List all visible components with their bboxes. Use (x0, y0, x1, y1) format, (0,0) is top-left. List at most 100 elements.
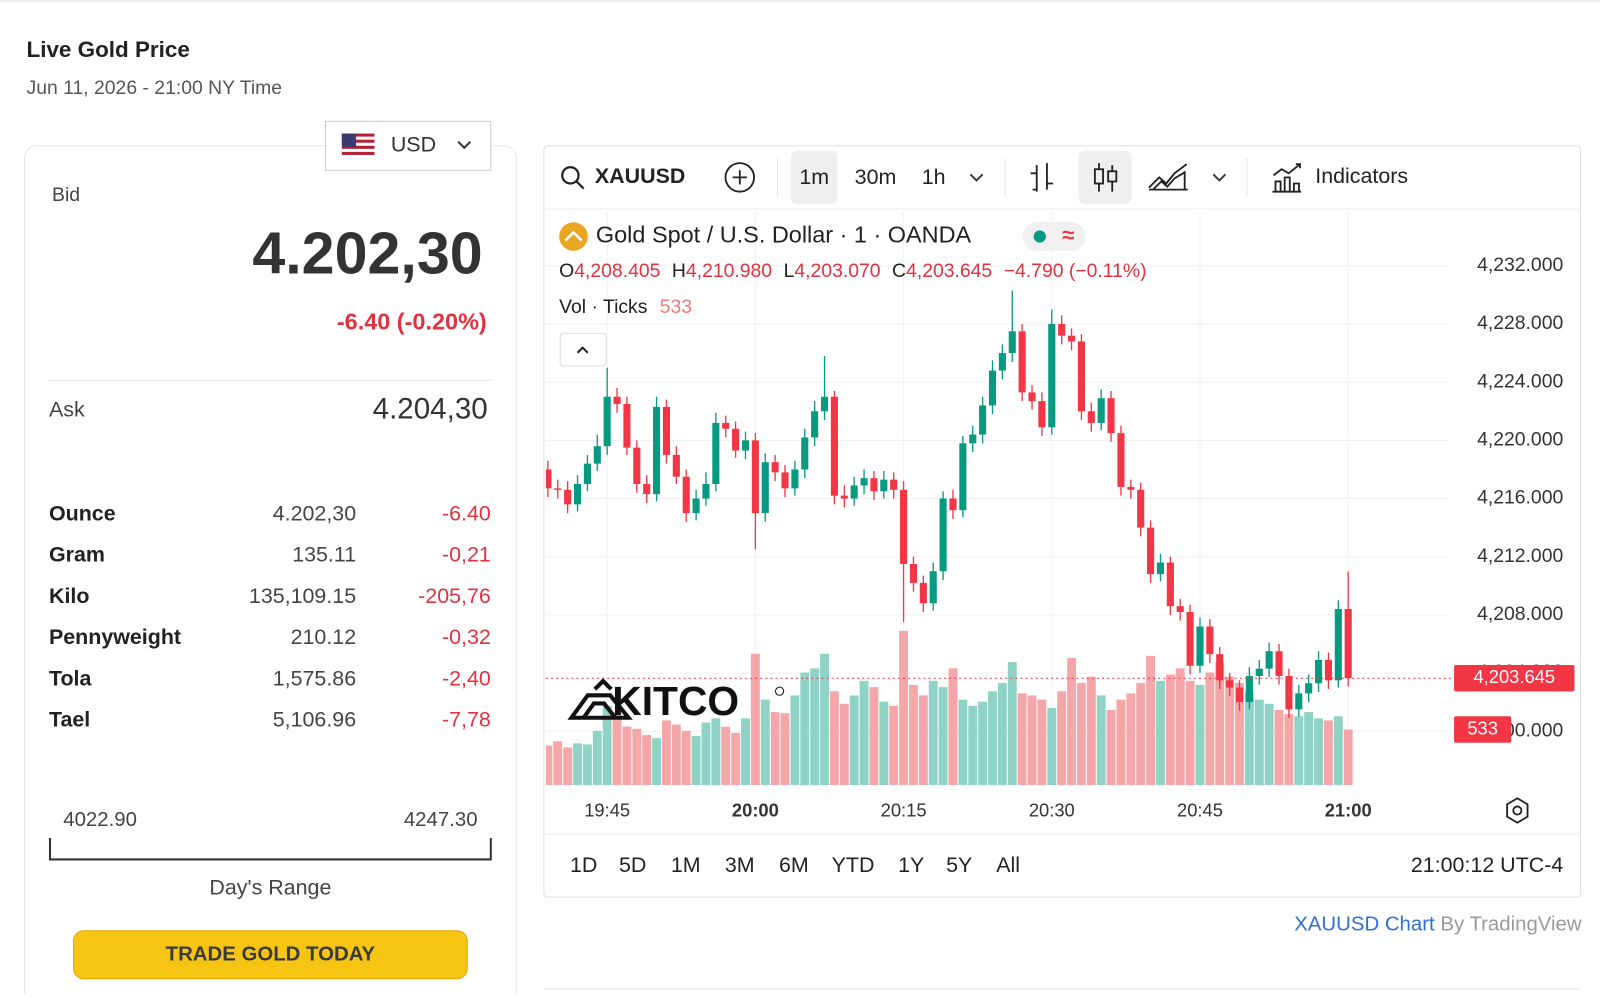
flag-canton (341, 133, 357, 147)
candle-body (1344, 608, 1352, 679)
volume-bar (642, 735, 652, 786)
candle-button[interactable] (1078, 150, 1132, 204)
candle-body (1176, 606, 1184, 612)
interval[interactable]: 1h (922, 165, 946, 189)
volume-bar (573, 743, 582, 786)
hex[interactable] (1506, 797, 1529, 824)
collapse-button[interactable] (559, 332, 607, 367)
volume-bar (1294, 716, 1304, 786)
add-button[interactable] (724, 162, 755, 193)
y-tick-label: 4,224.000 (1477, 370, 1563, 392)
candle-body (1058, 324, 1066, 336)
legend-value: 4,203.645 (906, 260, 992, 282)
candle-body (1285, 675, 1293, 710)
volume-layer (545, 630, 1353, 786)
volume-bar (563, 747, 573, 786)
candle-body (1226, 680, 1234, 688)
candle-body (959, 443, 967, 511)
area-icon[interactable] (1148, 163, 1188, 191)
indicators-icon[interactable] (1272, 163, 1302, 193)
range-button[interactable]: 3M (725, 853, 755, 877)
bar-icon[interactable] (1030, 163, 1054, 192)
settings-icon[interactable] (1506, 797, 1529, 824)
symbol[interactable]: XAUUSD (595, 164, 685, 188)
logo-registered (774, 686, 785, 696)
candle-icon (1093, 168, 1104, 185)
range-button[interactable]: All (996, 853, 1020, 877)
volume-bar (632, 728, 642, 786)
watermark: KITCO (567, 678, 785, 724)
trade-button[interactable]: TRADE GOLD TODAY (72, 930, 468, 980)
status-pill (1022, 222, 1086, 251)
interval[interactable]: 1m (799, 165, 829, 189)
range-button[interactable]: 1Y (898, 853, 924, 877)
volume-bar (701, 722, 711, 786)
range-button[interactable]: 1D (570, 853, 597, 877)
volume-bar (1156, 680, 1165, 786)
credit: XAUUSD Chart By TradingView (1294, 914, 1582, 936)
symbol-icon (564, 230, 583, 242)
x-tick-label: 20:15 (881, 799, 927, 820)
market-dot (1033, 230, 1046, 243)
chevron[interactable] (1212, 173, 1227, 182)
volume-bar (899, 630, 909, 786)
volume-bar (820, 653, 829, 786)
volume-bar (909, 685, 918, 786)
volume-bar (849, 695, 859, 786)
volume-bar (1185, 680, 1195, 786)
candle-layer (545, 290, 1352, 719)
range-button[interactable]: 5D (619, 853, 646, 877)
range-button[interactable]: YTD (832, 853, 875, 877)
volume-bar (1086, 676, 1096, 786)
candle-body (1008, 331, 1016, 354)
candle-body (1314, 659, 1323, 684)
candle-body (880, 479, 888, 492)
volume-bar (545, 745, 553, 786)
candle-body (840, 495, 848, 499)
credit-link[interactable]: XAUUSD Chart (1294, 914, 1435, 936)
candle-body (1295, 693, 1303, 710)
candle-body (1018, 331, 1026, 393)
candle-body (682, 476, 690, 514)
indicators[interactable]: Indicators (1315, 164, 1408, 188)
volume-bar (662, 720, 671, 786)
unit-price: 1,575.86 (273, 667, 356, 691)
unit-change: -7,78 (442, 707, 491, 731)
volume-bar (1314, 718, 1323, 786)
candle-body (919, 582, 927, 604)
button-label[interactable]: TRADE GOLD TODAY (166, 944, 376, 966)
bid-price: 4.202,30 (252, 220, 482, 287)
volume-bar (1205, 672, 1215, 786)
last-price-label: 4,203.645 (1473, 666, 1555, 687)
legend-value: 4,203.070 (794, 260, 880, 282)
volume-bar (790, 695, 800, 786)
x-tick-label: 21:00 (1325, 799, 1372, 820)
price-tags: 4,203.645 533 (545, 664, 1575, 743)
symbol-search[interactable]: XAUUSD (561, 164, 685, 190)
candle-body (1147, 527, 1155, 575)
candle-body (1097, 398, 1105, 423)
range-button[interactable]: 5Y (946, 853, 972, 877)
range-button[interactable]: 1M (671, 853, 701, 877)
credit-rest: By TradingView (1435, 914, 1582, 936)
legend-key: O (559, 260, 574, 282)
volume-bar (859, 680, 869, 786)
button-bg[interactable] (72, 930, 468, 980)
unit-name: Gram (49, 542, 105, 566)
volume-bar (1106, 710, 1116, 786)
range-button[interactable]: 6M (779, 853, 809, 877)
chevron (576, 346, 589, 354)
candle-body (1087, 411, 1095, 423)
page-subtitle: Jun 11, 2026 - 21:00 NY Time (27, 77, 283, 99)
volume-bar (1126, 693, 1136, 786)
legend-value: 4,208.405 (574, 260, 660, 282)
chevron[interactable] (969, 173, 984, 182)
volume-bar (652, 738, 662, 786)
currency-select[interactable]: USD (324, 120, 492, 171)
candle-body (633, 447, 641, 484)
interval[interactable]: 30m (855, 165, 897, 189)
volume-bar (1274, 710, 1284, 786)
x-tick-label: 20:30 (1029, 799, 1075, 820)
candle-body (1166, 562, 1174, 607)
unit-name: Tola (49, 667, 93, 691)
